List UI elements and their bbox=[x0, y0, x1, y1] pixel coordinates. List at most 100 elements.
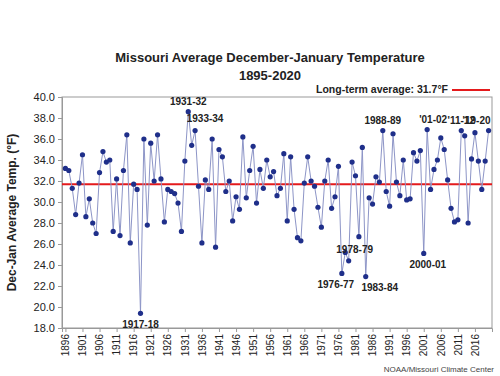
annotation: 1917-18 bbox=[122, 319, 159, 330]
data-point bbox=[70, 186, 75, 191]
x-tick: 1946 bbox=[231, 328, 242, 356]
y-tick-mark bbox=[58, 139, 62, 140]
x-tick: 1951 bbox=[248, 328, 259, 356]
x-tick-label: 1996 bbox=[401, 334, 412, 357]
y-tick: 40.0 bbox=[34, 91, 62, 103]
y-tick: 36.0 bbox=[34, 133, 62, 145]
annotations: 1917-181931-321933-341976-771978-791983-… bbox=[122, 96, 491, 331]
x-tick: 1906 bbox=[94, 328, 105, 356]
data-point bbox=[83, 214, 88, 219]
x-tick-label: 1971 bbox=[316, 334, 327, 357]
data-point bbox=[336, 164, 341, 169]
data-point bbox=[431, 167, 436, 172]
x-tick-mark bbox=[65, 328, 66, 332]
data-point bbox=[455, 217, 460, 222]
data-point bbox=[240, 134, 245, 139]
data-point bbox=[476, 158, 481, 163]
data-point bbox=[466, 220, 471, 225]
x-tick-label: 1961 bbox=[282, 334, 293, 357]
data-point bbox=[397, 193, 402, 198]
x-tick-label: 1901 bbox=[77, 334, 88, 357]
data-point bbox=[363, 274, 368, 279]
x-tick: 2001 bbox=[418, 328, 429, 356]
data-point bbox=[128, 240, 133, 245]
data-point bbox=[418, 148, 423, 153]
y-tick-label: 22.0 bbox=[34, 280, 55, 292]
data-point bbox=[237, 207, 242, 212]
x-tick-label: 1976 bbox=[333, 334, 344, 357]
data-point bbox=[367, 195, 372, 200]
x-tick-label: 1931 bbox=[180, 334, 191, 357]
data-point bbox=[141, 136, 146, 141]
y-tick-label: 24.0 bbox=[34, 259, 55, 271]
x-tick-label: 1926 bbox=[162, 334, 173, 357]
data-point bbox=[360, 145, 365, 150]
annotation: '19-20 bbox=[463, 115, 491, 126]
data-point bbox=[370, 202, 375, 207]
x-tick-label: 1966 bbox=[299, 334, 310, 357]
legend: Long-term average: 31.7°F bbox=[316, 83, 490, 95]
annotation: 2000-01 bbox=[409, 259, 446, 270]
y-tick-label: 30.0 bbox=[34, 196, 55, 208]
data-point bbox=[387, 204, 392, 209]
data-point bbox=[158, 176, 163, 181]
x-tick-label: 1991 bbox=[384, 334, 395, 357]
data-point bbox=[291, 207, 296, 212]
x-tick: 1931 bbox=[180, 328, 191, 356]
data-point bbox=[247, 168, 252, 173]
x-tick: 1996 bbox=[401, 328, 412, 356]
y-tick: 22.0 bbox=[34, 280, 62, 292]
data-point bbox=[356, 234, 361, 239]
data-point bbox=[220, 154, 225, 159]
data-point bbox=[213, 245, 218, 250]
data-point bbox=[107, 157, 112, 162]
y-tick-mark bbox=[58, 118, 62, 119]
annotation: 1983-84 bbox=[361, 282, 398, 293]
data-point bbox=[90, 220, 95, 225]
x-tick: 1961 bbox=[282, 328, 293, 356]
data-point bbox=[281, 151, 286, 156]
data-point bbox=[179, 229, 184, 234]
x-tick-label: 1956 bbox=[265, 334, 276, 357]
x-tick-mark bbox=[424, 328, 425, 332]
y-axis: 18.020.022.024.026.028.030.032.034.036.0… bbox=[34, 91, 63, 334]
data-point bbox=[322, 178, 327, 183]
annotation: '01-02 bbox=[419, 114, 447, 125]
y-tick-label: 40.0 bbox=[34, 91, 55, 103]
y-tick-label: 32.0 bbox=[34, 175, 55, 187]
y-tick-label: 28.0 bbox=[34, 217, 55, 229]
x-tick-mark bbox=[117, 328, 118, 332]
x-tick-mark bbox=[82, 328, 83, 332]
data-line bbox=[65, 112, 488, 314]
plot-frame bbox=[62, 97, 492, 328]
y-tick: 32.0 bbox=[34, 175, 62, 187]
data-point bbox=[271, 169, 276, 174]
x-tick-label: 1946 bbox=[231, 334, 242, 357]
data-point bbox=[329, 206, 334, 211]
reference-line bbox=[62, 183, 492, 185]
data-point bbox=[210, 136, 215, 141]
y-axis-title: Dec-Jan Average Temp. (°F) bbox=[5, 134, 19, 292]
data-point bbox=[134, 187, 139, 192]
x-tick-label: 1941 bbox=[214, 334, 225, 357]
data-point bbox=[152, 178, 157, 183]
annotation: 1978-79 bbox=[336, 244, 373, 255]
data-point bbox=[377, 179, 382, 184]
x-tick: 1896 bbox=[60, 328, 71, 356]
data-point bbox=[244, 195, 249, 200]
data-point bbox=[223, 189, 228, 194]
y-tick: 28.0 bbox=[34, 217, 62, 229]
data-point bbox=[305, 154, 310, 159]
x-tick-mark bbox=[373, 328, 374, 332]
data-point bbox=[117, 233, 122, 238]
x-tick-mark bbox=[270, 328, 271, 332]
y-tick-label: 26.0 bbox=[34, 238, 55, 250]
data-point bbox=[346, 258, 351, 263]
legend-swatch bbox=[452, 89, 490, 91]
y-tick-mark bbox=[58, 97, 62, 98]
data-point bbox=[66, 168, 71, 173]
x-tick: 1916 bbox=[128, 328, 139, 356]
y-tick-mark bbox=[58, 265, 62, 266]
data-point bbox=[230, 218, 235, 223]
x-tick: 1901 bbox=[77, 328, 88, 356]
